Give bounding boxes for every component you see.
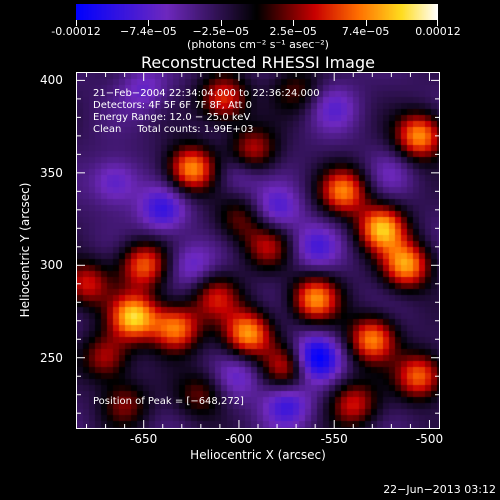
colorbar-ticks: [76, 20, 438, 28]
colorbar-tick-label: 2.5e−05: [269, 25, 317, 38]
footer-date: 22−Jun−2013 03:12: [383, 483, 496, 496]
x-tick-label: -650: [130, 432, 158, 446]
y-tick-label: 250: [40, 350, 63, 365]
colorbar-tick: [365, 20, 367, 26]
colorbar: [76, 4, 438, 20]
heatmap-image: [77, 73, 439, 428]
colorbar-tick-label: −7.4e−05: [120, 25, 177, 38]
x-tick-label: -550: [320, 432, 348, 446]
colorbar-tick-label: -0.00012: [51, 25, 101, 38]
colorbar-tick: [148, 20, 150, 26]
colorbar-units: (photons cm⁻² s⁻¹ asec⁻²): [187, 38, 329, 51]
colorbar-tick-label: 7.4e−05: [341, 25, 390, 38]
annotation-detectors: Detectors: 4F 5F 6F 7F 8F, Att 0: [93, 100, 253, 111]
y-axis-label: Heliocentric Y (arcsec): [18, 182, 32, 318]
colorbar-tick: [437, 20, 438, 26]
y-tick-label: 350: [40, 165, 63, 180]
annotation-time-range: 21−Feb−2004 22:34:04.000 to 22:36:24.000: [93, 88, 320, 99]
colorbar-tick-label: 0.00012: [415, 25, 461, 38]
annotation-energy-range: Energy Range: 12.0 − 25.0 keV: [93, 112, 251, 123]
annotation-peak-position: Position of Peak = [−648,272]: [93, 396, 244, 407]
colorbar-tick: [293, 20, 295, 26]
colorbar-tick: [220, 20, 222, 26]
colorbar-tick: [76, 20, 77, 26]
y-tick-label: 300: [40, 258, 63, 273]
y-tick-label: 400: [40, 73, 63, 88]
x-tick-label: -600: [225, 432, 253, 446]
x-tick-label: -500: [415, 432, 444, 446]
chart-title: Reconstructed RHESSI Image: [141, 53, 375, 72]
annotation-total-counts: Clean Total counts: 1.99E+03: [93, 124, 254, 135]
colorbar-tick-label: −2.5e−05: [192, 25, 250, 38]
x-axis-label: Heliocentric X (arcsec): [190, 448, 326, 462]
